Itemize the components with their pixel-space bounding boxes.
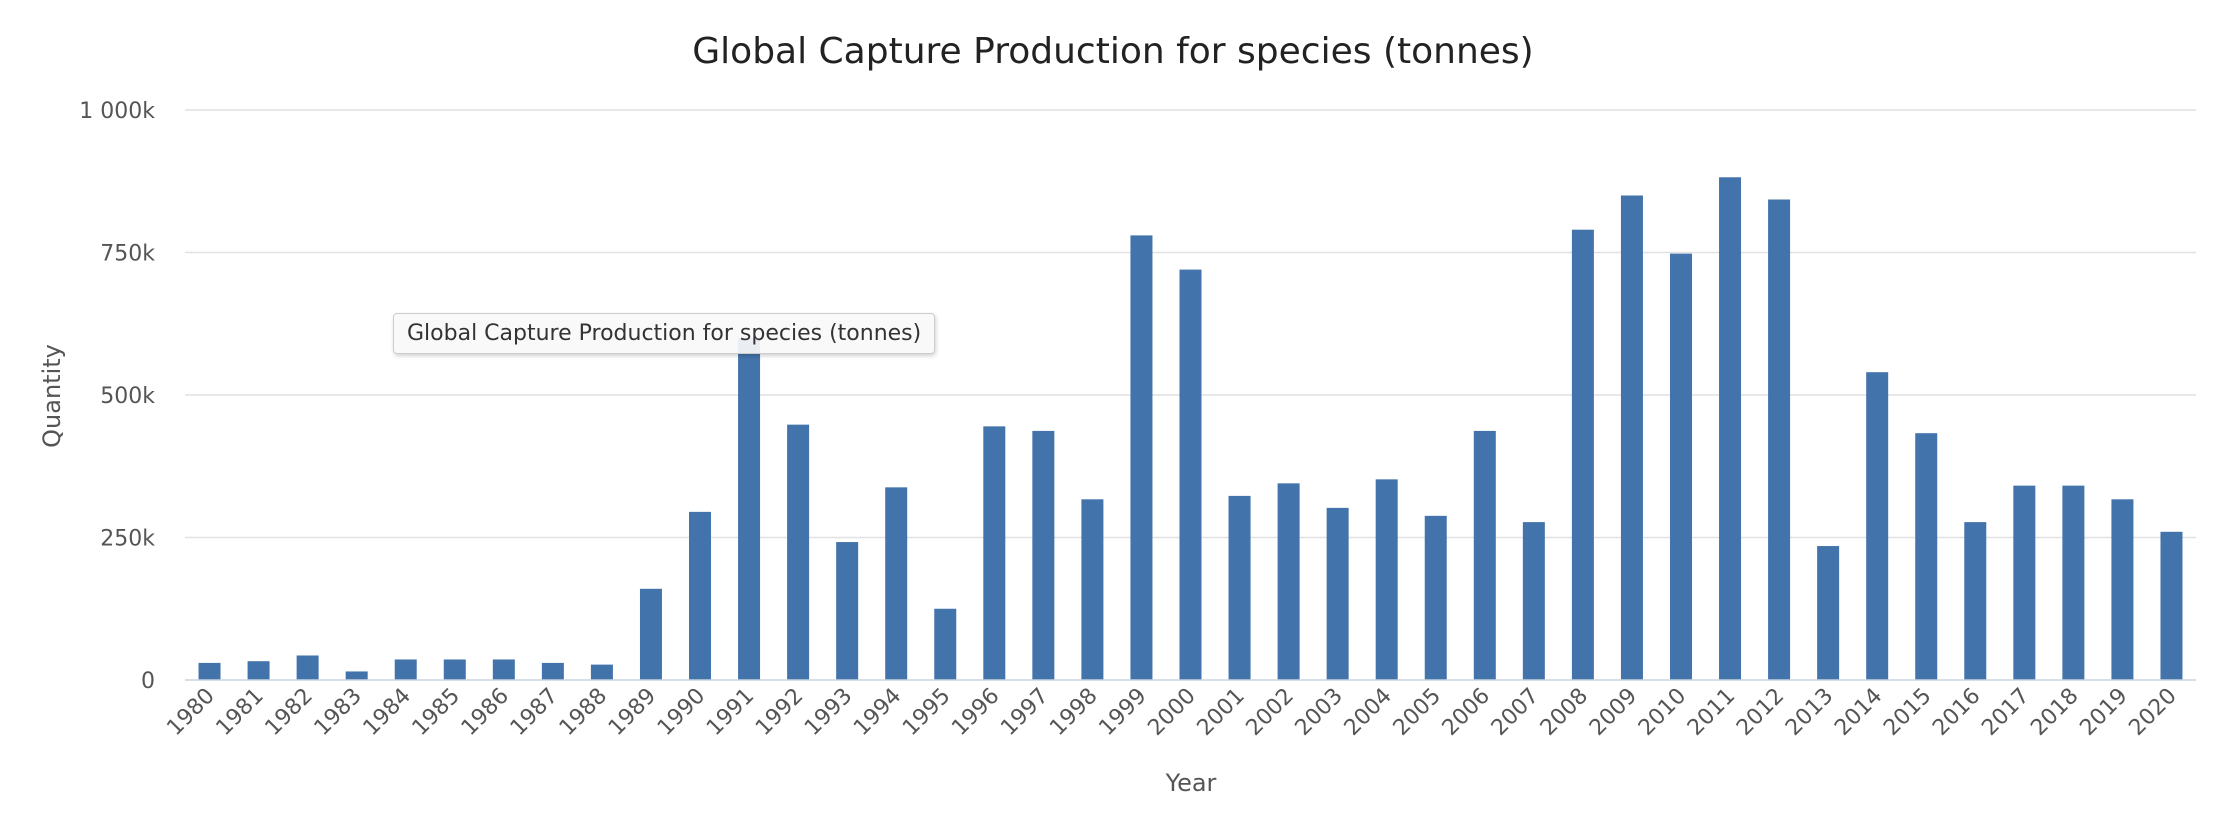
bar-2002[interactable] — [1277, 483, 1300, 680]
bar-1980[interactable] — [198, 662, 221, 680]
x-tick-label: 1990 — [653, 684, 710, 741]
x-tick-label: 2002 — [1242, 684, 1299, 741]
x-tick-label: 2014 — [1830, 684, 1887, 741]
bar-2000[interactable] — [1179, 269, 1202, 680]
bar-2017[interactable] — [2013, 485, 2036, 680]
x-tick-label: 1989 — [604, 684, 661, 741]
bar-1981[interactable] — [247, 661, 270, 680]
bar-1995[interactable] — [934, 608, 957, 680]
bar-1990[interactable] — [689, 511, 712, 680]
y-tick-label: 0 — [141, 669, 155, 694]
x-tick-label: 1986 — [457, 684, 514, 741]
bar-1988[interactable] — [590, 664, 613, 680]
x-tick-label: 2009 — [1585, 684, 1642, 741]
x-tick-label: 1997 — [996, 684, 1053, 741]
x-tick-label: 1993 — [800, 684, 857, 741]
x-axis-title: Year — [1165, 769, 1217, 797]
y-tick-label: 250k — [100, 527, 155, 552]
bar-2009[interactable] — [1620, 195, 1643, 681]
bar-1993[interactable] — [836, 542, 859, 680]
x-tick-label: 1981 — [212, 684, 269, 741]
bar-2015[interactable] — [1915, 433, 1938, 680]
bar-2007[interactable] — [1522, 522, 1545, 680]
x-tick-label: 2008 — [1536, 684, 1593, 741]
x-tick-label: 2012 — [1732, 684, 1789, 741]
x-tick-label: 2000 — [1143, 684, 1200, 741]
x-tick-label: 2017 — [1977, 684, 2034, 741]
x-tick-label: 2003 — [1291, 684, 1348, 741]
x-tick-label: 1998 — [1045, 684, 1102, 741]
bar-1998[interactable] — [1081, 499, 1104, 680]
bar-2003[interactable] — [1326, 507, 1349, 680]
bar-1987[interactable] — [541, 662, 564, 680]
x-tick-label: 1980 — [162, 684, 219, 741]
bar-2005[interactable] — [1424, 515, 1447, 680]
x-tick-label: 1995 — [898, 684, 955, 741]
bar-2020[interactable] — [2160, 531, 2183, 680]
chart-title: Global Capture Production for species (t… — [692, 31, 1533, 72]
bar-2001[interactable] — [1228, 495, 1251, 680]
bar-2013[interactable] — [1817, 546, 1840, 680]
x-tick-label: 2005 — [1389, 684, 1446, 741]
x-tick-label: 1996 — [947, 684, 1004, 741]
x-tick-label: 2015 — [1879, 684, 1936, 741]
bar-2004[interactable] — [1375, 479, 1398, 680]
bar-2014[interactable] — [1866, 372, 1889, 680]
bar-1985[interactable] — [443, 659, 466, 680]
x-tick-label: 2007 — [1487, 684, 1544, 741]
bar-2011[interactable] — [1719, 177, 1742, 680]
x-tick-label: 2004 — [1340, 684, 1397, 741]
x-tick-label: 2011 — [1683, 684, 1740, 741]
bar-1982[interactable] — [296, 655, 319, 680]
y-axis-ticks: 0 250k 500k 750k 1 000k — [79, 99, 155, 694]
x-tick-label: 1999 — [1094, 684, 1151, 741]
x-tick-label: 2019 — [2075, 684, 2132, 741]
x-tick-label: 2006 — [1438, 684, 1495, 741]
bar-1997[interactable] — [1032, 430, 1055, 680]
bar-2006[interactable] — [1473, 430, 1496, 680]
x-axis-ticks: 1980198119821983198419851986198719881989… — [162, 684, 2181, 741]
bar-2012[interactable] — [1768, 199, 1791, 681]
bar-1991[interactable] — [738, 338, 761, 680]
bar-2018[interactable] — [2062, 485, 2085, 680]
bar-1989[interactable] — [639, 588, 662, 680]
x-tick-label: 1985 — [408, 684, 465, 741]
x-tick-label: 2016 — [1928, 684, 1985, 741]
y-tick-label: 750k — [100, 242, 155, 267]
bar-1983[interactable] — [345, 671, 368, 680]
y-tick-label: 500k — [100, 384, 155, 409]
bar-1996[interactable] — [983, 426, 1006, 680]
x-tick-label: 1994 — [849, 684, 906, 741]
x-tick-label: 1982 — [261, 684, 318, 741]
bar-2019[interactable] — [2111, 499, 2134, 680]
bar-2016[interactable] — [1964, 522, 1987, 680]
x-tick-label: 1988 — [555, 684, 612, 741]
bars — [198, 177, 2183, 681]
bar-2010[interactable] — [1669, 253, 1692, 680]
bar-1999[interactable] — [1130, 235, 1153, 680]
x-tick-label: 2013 — [1781, 684, 1838, 741]
bar-1994[interactable] — [885, 487, 908, 680]
x-tick-label: 2010 — [1634, 684, 1691, 741]
y-tick-label: 1 000k — [79, 99, 155, 124]
x-tick-label: 1984 — [359, 684, 416, 741]
tooltip: Global Capture Production for species (t… — [393, 313, 936, 354]
x-tick-label: 1992 — [751, 684, 808, 741]
bar-1992[interactable] — [787, 424, 810, 680]
x-tick-label: 2018 — [2026, 684, 2083, 741]
bar-2008[interactable] — [1571, 229, 1594, 680]
bar-1986[interactable] — [492, 659, 515, 680]
x-tick-label: 1987 — [506, 684, 563, 741]
y-axis-title: Quantity — [38, 344, 66, 448]
x-tick-label: 1991 — [702, 684, 759, 741]
bar-1984[interactable] — [394, 659, 417, 680]
x-tick-label: 2020 — [2124, 684, 2181, 741]
x-tick-label: 2001 — [1193, 684, 1250, 741]
x-tick-label: 1983 — [310, 684, 367, 741]
